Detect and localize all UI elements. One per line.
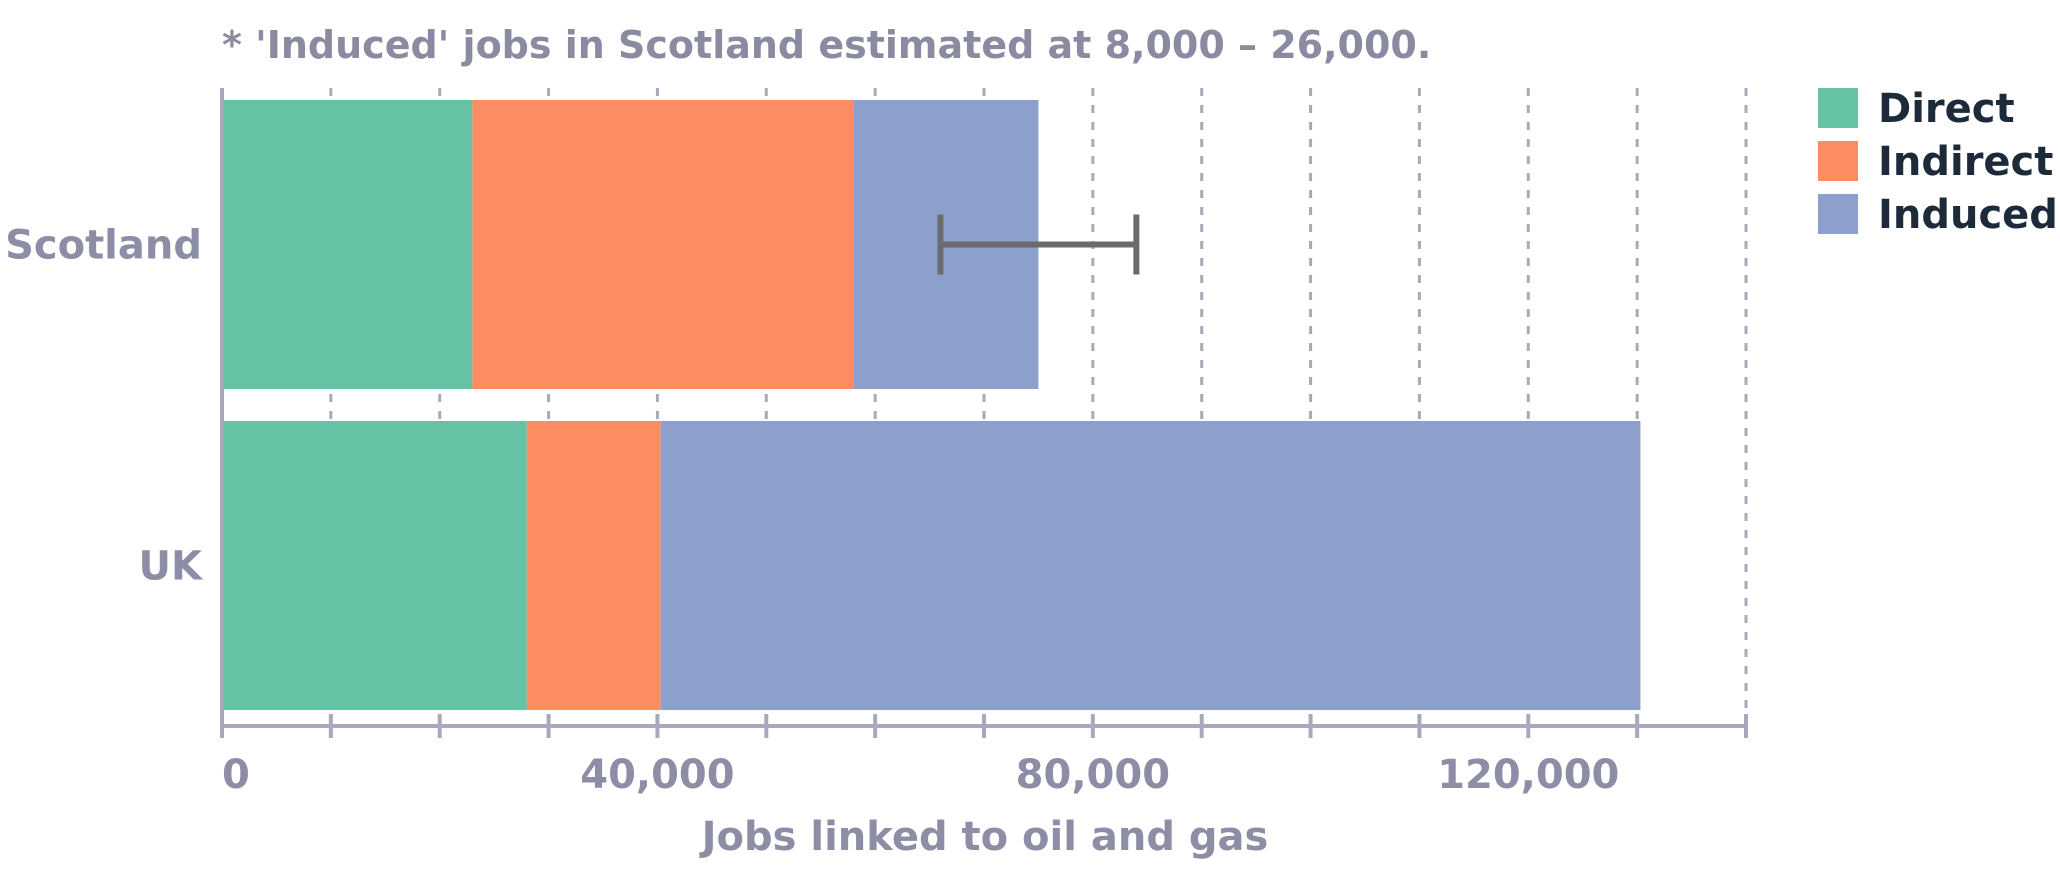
legend-swatch-indirect	[1818, 141, 1858, 181]
error-bars	[937, 214, 1140, 275]
chart-note: * 'Induced' jobs in Scotland estimated a…	[222, 23, 1431, 67]
legend-swatch-induced	[1818, 194, 1858, 234]
bar-uk-direct	[222, 421, 527, 710]
x-axis: 0 40,000 80,000 120,000	[220, 88, 1748, 798]
bar-uk-indirect	[526, 421, 661, 710]
x-tick-label: 80,000	[1016, 752, 1170, 798]
legend-label-direct: Direct	[1878, 86, 2015, 132]
bar-scotland-direct	[222, 100, 473, 389]
category-label-uk: UK	[139, 544, 204, 590]
x-tick-label: 120,000	[1437, 752, 1619, 798]
bar-uk-induced	[660, 421, 1641, 710]
category-labels: Scotland UK	[5, 223, 204, 590]
bar-scotland-indirect	[472, 100, 854, 389]
x-tick-label: 40,000	[580, 752, 734, 798]
category-label-scotland: Scotland	[5, 223, 202, 269]
x-tick-label: 0	[222, 752, 250, 798]
bars	[222, 100, 1641, 710]
legend: Direct Indirect Induced	[1818, 86, 2058, 238]
legend-label-induced: Induced	[1878, 192, 2058, 238]
x-axis-title: Jobs linked to oil and gas	[699, 814, 1269, 860]
legend-label-indirect: Indirect	[1878, 139, 2053, 185]
legend-swatch-direct	[1818, 88, 1858, 128]
